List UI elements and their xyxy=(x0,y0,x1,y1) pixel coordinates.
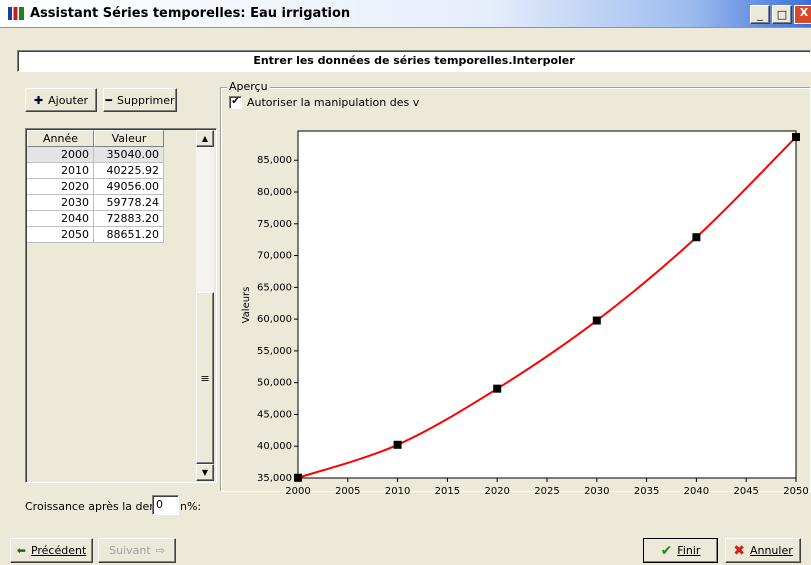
table-cell: 2050 xyxy=(27,227,94,243)
y-tick-label: 35,000 xyxy=(257,473,292,484)
app-icon xyxy=(8,7,24,20)
x-tick-label: 2020 xyxy=(484,486,509,495)
column-header: Année xyxy=(27,130,94,147)
header-title: Entrer les données de séries temporelles… xyxy=(253,54,575,67)
table-cell: 72883.20 xyxy=(94,211,164,227)
data-point xyxy=(393,440,402,449)
y-tick-label: 50,000 xyxy=(257,378,292,389)
growth-input[interactable]: 0 xyxy=(152,495,179,515)
y-tick-label: 45,000 xyxy=(257,409,292,420)
table-cell: 2030 xyxy=(27,195,94,211)
table-cell: 35040.00 xyxy=(94,147,164,163)
x-tick-label: 2025 xyxy=(534,486,559,495)
y-tick-label: 55,000 xyxy=(257,346,292,357)
growth-label: Croissance après la dernie xyxy=(25,500,171,513)
cancel-label: Annuler xyxy=(749,544,793,557)
y-tick-label: 60,000 xyxy=(257,314,292,325)
x-tick-label: 2040 xyxy=(684,486,709,495)
remove-label: Supprimer xyxy=(117,93,175,107)
data-point xyxy=(493,384,502,393)
scroll-up[interactable]: ▲ xyxy=(196,130,214,147)
x-tick-label: 2000 xyxy=(285,486,310,495)
growth-value: 0 xyxy=(156,498,163,511)
previous-button[interactable]: ⬅ Précédent xyxy=(10,538,93,563)
y-tick-label: 70,000 xyxy=(257,251,292,262)
x-tick-label: 2045 xyxy=(733,486,758,495)
close-button[interactable]: X xyxy=(794,5,811,24)
y-axis-label: Valeurs xyxy=(241,287,252,324)
finish-button[interactable]: ✔ Finir xyxy=(643,538,718,563)
table-cell: 88651.20 xyxy=(94,227,164,243)
title-bar: Assistant Séries temporelles: Eau irriga… xyxy=(0,0,811,28)
x-tick-label: 2030 xyxy=(584,486,609,495)
growth-suffix: n%: xyxy=(180,500,202,513)
column-header: Valeur xyxy=(94,130,164,147)
scroll-down[interactable]: ▼ xyxy=(196,464,214,481)
data-point xyxy=(592,316,601,325)
add-label: Ajouter xyxy=(48,93,89,107)
next-button[interactable]: Suivant ⇨ xyxy=(98,538,176,563)
x-tick-label: 2005 xyxy=(335,486,360,495)
preview-group-label: Aperçu xyxy=(227,80,270,93)
y-tick-label: 85,000 xyxy=(257,155,292,166)
scrollbar: ▲ ≡ ▼ xyxy=(196,130,214,481)
table-cell: 2040 xyxy=(27,211,94,227)
data-point xyxy=(294,473,302,482)
table-cell: 2010 xyxy=(27,163,94,179)
remove-button[interactable]: ━ Supprimer xyxy=(103,88,177,112)
cancel-button[interactable]: ✖ Annuler xyxy=(725,538,801,563)
window-title: Assistant Séries temporelles: Eau irriga… xyxy=(30,6,351,21)
x-tick-label: 2015 xyxy=(435,486,460,495)
data-table: ▲ ≡ ▼ Année Valeur 2000 35040.00 2010 40225.9… xyxy=(25,128,217,483)
scroll-thumb[interactable]: ≡ xyxy=(196,292,214,464)
data-point xyxy=(692,233,701,242)
finish-label: Finir xyxy=(677,544,701,557)
checkbox[interactable]: ✔ xyxy=(229,96,242,109)
y-tick-label: 65,000 xyxy=(257,282,292,293)
table-cell: 2020 xyxy=(27,179,94,195)
chart: Valeurs 35,000 40,000 45,000 50,000 55,000 60… xyxy=(241,130,809,495)
table-cell: 49056.00 xyxy=(94,179,164,195)
checkbox-label: Autoriser la manipulation des v xyxy=(247,96,420,109)
x-tick-label: 2050 xyxy=(783,486,808,495)
y-tick-label: 80,000 xyxy=(257,187,292,198)
plot-area xyxy=(297,130,797,479)
x-tick-label: 2035 xyxy=(634,486,659,495)
data-point xyxy=(792,133,800,142)
y-tick-label: 75,000 xyxy=(257,219,292,230)
series-line xyxy=(297,136,797,479)
add-button[interactable]: ✚ Ajouter xyxy=(25,88,97,112)
table-cell: 2000 xyxy=(27,147,94,163)
next-label: Suivant xyxy=(109,544,151,557)
y-tick-label: 40,000 xyxy=(257,441,292,452)
previous-label: Précédent xyxy=(30,544,87,557)
maximize-button[interactable]: □ xyxy=(772,5,792,24)
table-cell: 40225.92 xyxy=(94,163,164,179)
table-cell: 59778.24 xyxy=(94,195,164,211)
minimize-button[interactable]: _ xyxy=(750,5,770,24)
header-banner: Entrer les données de séries temporelles… xyxy=(17,50,811,72)
x-tick-label: 2010 xyxy=(385,486,410,495)
